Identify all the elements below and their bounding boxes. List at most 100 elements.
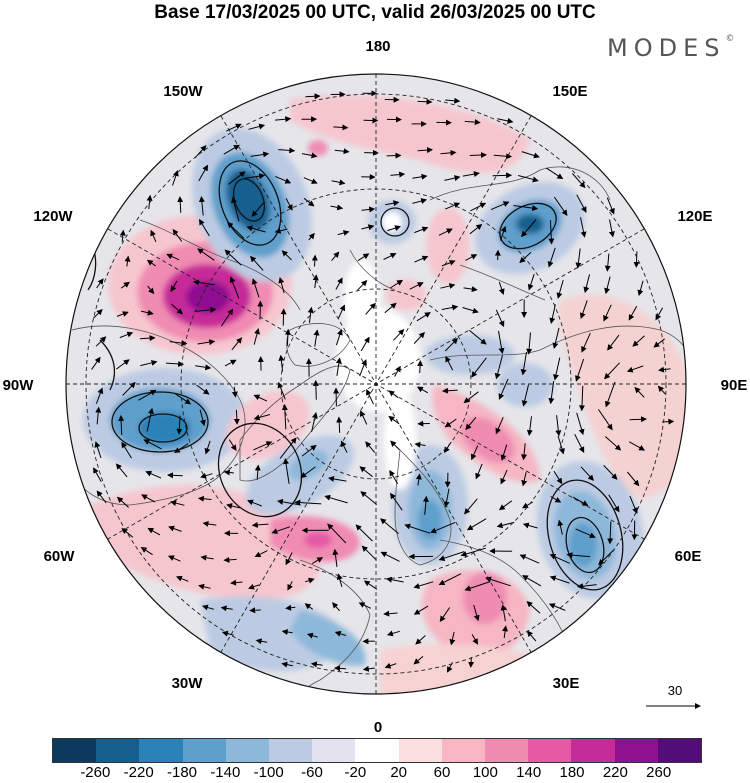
wind-vector [548, 380, 555, 405]
wind-vector [500, 225, 507, 241]
wind-vector [247, 499, 262, 507]
colorbar-swatch [614, 739, 658, 762]
wind-vector [526, 630, 537, 642]
wind-vector [413, 331, 425, 344]
colorbar-swatch [485, 739, 529, 762]
colorbar-tick-label: -260 [80, 764, 111, 781]
wind-vector [95, 336, 107, 347]
wind-vector [463, 391, 479, 404]
wind-vector [359, 410, 368, 425]
wind-vector [175, 575, 189, 582]
wind-vector [465, 416, 477, 431]
colorbar-swatch [441, 739, 486, 762]
wind-vector [331, 251, 340, 262]
wind-vector [281, 661, 293, 668]
colorbar-swatch [398, 739, 442, 762]
contour-lines [87, 160, 624, 591]
longitude-label-60e: 60E [675, 548, 702, 565]
longitude-label-120e: 120E [677, 208, 712, 225]
wind-vector [390, 279, 404, 289]
wind-vector [386, 630, 400, 637]
wind-vector [464, 581, 491, 592]
wind-vector [197, 248, 215, 261]
wind-vector [550, 496, 562, 503]
longitude-label-120w: 120W [33, 208, 73, 225]
wind-vector [227, 221, 245, 239]
positive-anomaly [308, 140, 328, 156]
negative-anomaly [569, 523, 597, 567]
colorbar-tick-label: 140 [516, 764, 542, 781]
wind-vector [438, 573, 462, 585]
wind-vector [228, 439, 237, 451]
wind-vector [285, 552, 293, 566]
wind-vector [172, 228, 183, 242]
wind-vector [462, 171, 480, 178]
wind-vector [143, 439, 162, 450]
positive-anomaly [304, 532, 332, 548]
wind-vector [226, 503, 240, 509]
wind-vector [604, 381, 616, 408]
wind-vector [629, 416, 647, 423]
wind-vector [340, 440, 348, 453]
wind-vector [469, 152, 487, 159]
colorbar-swatch [528, 739, 572, 762]
wind-vector [548, 603, 566, 611]
wind-vector [118, 414, 125, 436]
wind-vector [390, 492, 403, 511]
wind-vector [473, 604, 480, 622]
wind-vector [521, 443, 528, 461]
wind-vector [176, 415, 183, 435]
longitude-label-30e: 30E [553, 675, 580, 692]
colorbar-swatch [269, 739, 313, 762]
wind-vector [603, 304, 612, 322]
wind-vector [416, 386, 429, 394]
wind-vector [470, 445, 479, 461]
wind-vector [657, 385, 666, 395]
wind-vector [607, 521, 614, 545]
wind-vector [139, 335, 156, 342]
neutral-anomaly [384, 390, 416, 490]
wind-vector [444, 175, 461, 182]
wind-vector [513, 205, 539, 212]
wind-vector [223, 469, 234, 476]
wind-vector [383, 253, 397, 260]
wind-vector [572, 173, 586, 189]
wind-vector [195, 364, 212, 371]
wind-vector [116, 311, 129, 317]
wind-vector [278, 147, 296, 154]
wind-vector [555, 415, 562, 437]
colorbar-tick-label: -20 [344, 764, 367, 781]
wind-vector [553, 196, 568, 217]
wind-vector [253, 441, 273, 451]
wind-vector [198, 218, 210, 237]
wind-vector [223, 144, 240, 155]
wind-vector [522, 522, 538, 529]
wind-vector [553, 357, 561, 381]
colorbar-swatch [53, 739, 97, 762]
wind-vector [361, 206, 376, 213]
wind-vector [200, 472, 213, 479]
wind-vector [336, 573, 343, 588]
wind-vector [253, 328, 260, 345]
wind-vector [414, 226, 429, 234]
wind-vector [169, 340, 188, 346]
wind-vector [384, 302, 397, 314]
wind-vector [409, 282, 424, 290]
wind-vector [285, 604, 296, 611]
wind-vector [572, 496, 589, 506]
wind-vector [603, 465, 618, 480]
wind-vector [417, 98, 433, 105]
wind-vector [285, 198, 293, 211]
wind-vector [557, 519, 564, 535]
wind-vector [469, 223, 483, 235]
wind-vector [577, 583, 597, 590]
colorbar-swatch [355, 739, 399, 762]
wind-vector [365, 302, 376, 315]
wind-vector [229, 276, 240, 299]
wind-vector [271, 526, 290, 535]
wind-vector [198, 583, 211, 590]
wind-vector [91, 356, 101, 370]
negative-anomaly [290, 610, 366, 666]
wind-vector [566, 552, 591, 559]
wind-vector [604, 362, 620, 380]
